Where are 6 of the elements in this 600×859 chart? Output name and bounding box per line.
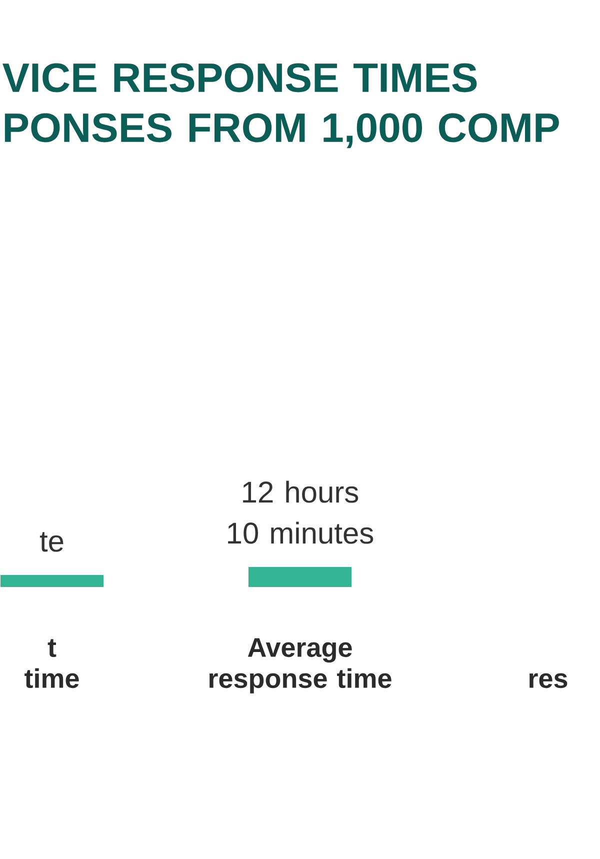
data-label: te [40,532,64,552]
x-tick-label: t time [24,639,79,688]
x-tick-label: Average response time [210,638,392,694]
x-tick-label: res [530,673,568,688]
chart-title: VICE RESPONSE TIMES PONSES FROM 1,000 COMP [2,63,559,148]
data-label: 12 hours 10 minutes [228,480,374,544]
